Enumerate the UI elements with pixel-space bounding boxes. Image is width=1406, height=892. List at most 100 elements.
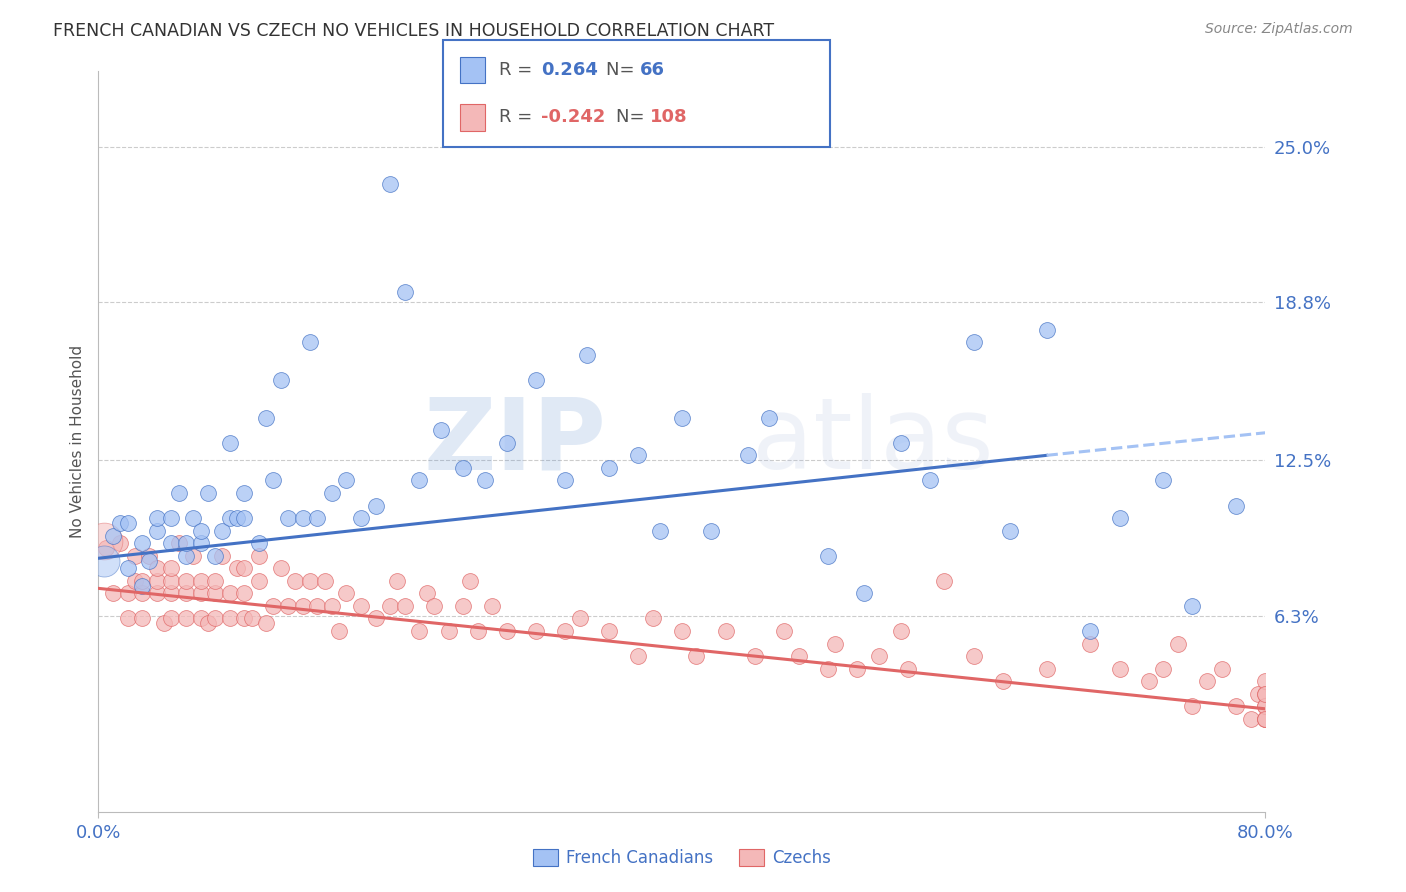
Point xyxy=(824,636,846,650)
Point xyxy=(146,524,169,538)
Point xyxy=(131,586,153,600)
Point xyxy=(174,574,197,588)
Point xyxy=(641,611,664,625)
Point xyxy=(415,586,437,600)
Text: 0.264: 0.264 xyxy=(541,62,598,79)
Point xyxy=(153,616,176,631)
Point xyxy=(1152,474,1174,488)
Point xyxy=(451,599,474,613)
Point xyxy=(934,574,956,588)
Text: 108: 108 xyxy=(650,108,688,126)
Point xyxy=(233,511,256,525)
Point xyxy=(117,516,139,530)
Point xyxy=(94,541,117,556)
Point xyxy=(160,574,183,588)
Point xyxy=(481,599,503,613)
Y-axis label: No Vehicles in Household: No Vehicles in Household xyxy=(69,345,84,538)
Point xyxy=(1181,699,1204,714)
Point xyxy=(451,461,474,475)
Point xyxy=(262,599,284,613)
Point xyxy=(568,611,591,625)
Point xyxy=(138,549,160,563)
Point xyxy=(335,474,357,488)
Point xyxy=(307,599,329,613)
Text: FRENCH CANADIAN VS CZECH NO VEHICLES IN HOUSEHOLD CORRELATION CHART: FRENCH CANADIAN VS CZECH NO VEHICLES IN … xyxy=(53,22,775,40)
Point xyxy=(160,586,183,600)
Point xyxy=(110,516,132,530)
Point xyxy=(554,624,576,638)
Point xyxy=(387,574,409,588)
Point xyxy=(131,611,153,625)
Point xyxy=(138,554,160,568)
Point xyxy=(890,435,912,450)
Point xyxy=(853,586,876,600)
Point xyxy=(146,586,169,600)
Point xyxy=(1254,712,1277,726)
Point xyxy=(1247,687,1270,701)
Point xyxy=(1254,687,1277,701)
Point xyxy=(998,524,1021,538)
Point xyxy=(262,474,284,488)
Text: N=: N= xyxy=(606,62,640,79)
Point xyxy=(247,549,270,563)
Point xyxy=(93,554,115,568)
Point xyxy=(190,611,212,625)
Point xyxy=(868,649,890,664)
Point xyxy=(380,599,402,613)
Point xyxy=(131,536,153,550)
Point xyxy=(146,574,169,588)
Point xyxy=(1254,674,1277,689)
Point xyxy=(737,448,759,462)
Point xyxy=(321,486,343,500)
Point xyxy=(364,611,387,625)
Point xyxy=(204,611,226,625)
Point xyxy=(423,599,446,613)
Point xyxy=(233,486,256,500)
Point xyxy=(117,561,139,575)
Text: R =: R = xyxy=(499,108,538,126)
Text: R =: R = xyxy=(499,62,538,79)
Point xyxy=(1254,712,1277,726)
Point xyxy=(204,586,226,600)
Point xyxy=(174,611,197,625)
Point xyxy=(671,410,693,425)
Point xyxy=(1225,499,1247,513)
Point xyxy=(890,624,912,638)
Point xyxy=(846,662,869,676)
Point xyxy=(685,649,707,664)
Point xyxy=(1035,323,1057,337)
Point xyxy=(233,586,256,600)
Point xyxy=(174,586,197,600)
Point xyxy=(817,549,839,563)
Point xyxy=(1167,636,1189,650)
Point xyxy=(576,348,599,362)
Point xyxy=(1137,674,1160,689)
Text: ZIP: ZIP xyxy=(423,393,606,490)
Point xyxy=(101,529,124,543)
Point xyxy=(524,373,547,387)
Point xyxy=(524,624,547,638)
Point xyxy=(167,486,190,500)
Point xyxy=(131,574,153,588)
Point xyxy=(714,624,737,638)
Point xyxy=(181,549,204,563)
Point xyxy=(218,586,240,600)
Point xyxy=(962,335,984,350)
Point xyxy=(897,662,920,676)
Point xyxy=(284,574,307,588)
Point xyxy=(787,649,810,664)
Point xyxy=(408,474,430,488)
Point xyxy=(160,536,183,550)
Point xyxy=(773,624,796,638)
Point xyxy=(1152,662,1174,676)
Point xyxy=(204,574,226,588)
Point xyxy=(233,611,256,625)
Point xyxy=(335,586,357,600)
Point xyxy=(218,511,240,525)
Point xyxy=(350,599,373,613)
Point xyxy=(1195,674,1218,689)
Point xyxy=(627,448,650,462)
Point xyxy=(700,524,723,538)
Point xyxy=(190,536,212,550)
Point xyxy=(233,561,256,575)
